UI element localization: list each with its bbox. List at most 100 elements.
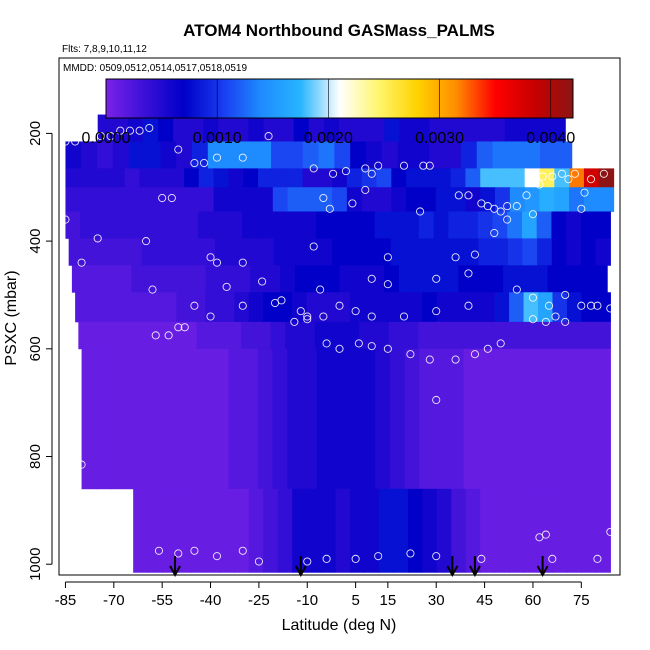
sample-point [367,169,376,178]
heatmap-cell [365,141,383,169]
heatmap-cell [443,265,460,293]
sample-point [593,554,602,563]
heatmap-cell [507,238,524,266]
colorbar-ticks [105,79,552,118]
heatmap-cell [248,488,264,573]
heatmap-cell [321,488,337,573]
heatmap-cell [132,292,149,323]
sample-point [464,301,473,310]
heatmap-cell [434,348,450,490]
heatmap-cell [128,141,146,169]
heatmap-cell [384,265,400,293]
heatmap-cell [397,141,415,169]
sample-point [270,298,280,308]
heatmap-cell [142,114,159,142]
sample-point [77,460,86,469]
heatmap-cell [158,114,174,142]
heatmap-cell [451,488,467,573]
sample-point [483,344,492,353]
sample-point [577,301,586,310]
heatmap-cell [258,168,274,188]
sample-point [606,527,615,536]
heatmap-cell [428,265,445,293]
heatmap-cell [317,238,333,266]
y-axis: 200 400 600 800 1000 [27,121,53,581]
heatmap-cell [287,187,304,212]
heatmap-cell [75,292,91,323]
heatmap-cell [592,265,608,293]
heatmap-cell [480,292,496,323]
heatmap-cell [242,211,258,239]
sample-point [490,228,499,238]
heatmap-cell [562,265,578,293]
heatmap-cell [537,238,553,266]
sample-point [374,161,383,170]
x-axis-label: Latitude (deg N) [282,617,397,634]
sample-points [61,123,615,566]
heatmap-cell [220,265,237,293]
heatmap-cell [419,348,435,490]
heatmap-cell [80,187,96,212]
heatmap-cell [595,348,611,490]
sample-point [522,191,531,200]
heatmap-cell [183,168,200,188]
heatmap-cell [332,168,348,188]
heatmap-cell [293,114,310,142]
heatmap-cell [89,292,105,323]
sample-point [238,258,247,267]
sample-point [541,317,550,326]
sample-point [174,549,183,558]
heatmap-cell [339,265,355,293]
sample-point [212,258,222,267]
sample-point [106,132,115,141]
heatmap-cell [447,321,464,350]
colorbar-tick-label: 0.0040 [526,130,575,147]
heatmap-cell [376,187,392,212]
heatmap-cell [317,168,333,188]
heatmap-cell [273,238,289,266]
sample-point [432,395,441,405]
heatmap-cell [280,265,296,293]
heatmap-cell [139,168,155,188]
sample-point [303,315,312,324]
heatmap-cell [449,238,465,266]
x-tick-label: 45 [476,592,493,609]
heatmap-cell [71,265,88,293]
heatmap-cell [199,348,215,490]
heatmap-cell [523,292,539,323]
sample-point [290,317,299,326]
sample-point [154,546,163,555]
sample-point [528,315,537,324]
sample-point [586,301,596,310]
heatmap-cell [243,168,259,188]
heatmap-cell [406,187,422,212]
heatmap-cell [127,114,144,142]
heatmap-cell [384,114,400,142]
heatmap-cell [317,187,333,212]
sample-point [61,215,70,224]
heatmap-cell [205,265,222,293]
sample-point [148,285,157,294]
heatmap-cell [258,238,275,266]
sample-point [167,193,176,203]
heatmap-cell [198,168,215,188]
heatmap-cell [112,238,128,266]
heatmap-cell [494,292,510,323]
heatmap-cell [566,348,582,490]
heatmap-cell [539,187,555,212]
x-tick-label: 60 [525,592,542,609]
heatmap-cell [552,292,568,323]
heatmap-cell [226,321,242,350]
heatmap-cell [420,168,437,188]
y-tick-label: 200 [27,121,44,146]
heatmap-cell [361,187,378,212]
heatmap-cell [381,141,399,169]
heatmap-cell [323,114,340,142]
heatmap-cell [569,187,585,212]
heatmap-cell [346,187,363,212]
heatmap-cell [473,265,489,293]
sample-point [551,312,560,321]
sample-point [561,317,570,326]
sample-point [406,549,415,558]
heatmap-cell [81,141,98,169]
